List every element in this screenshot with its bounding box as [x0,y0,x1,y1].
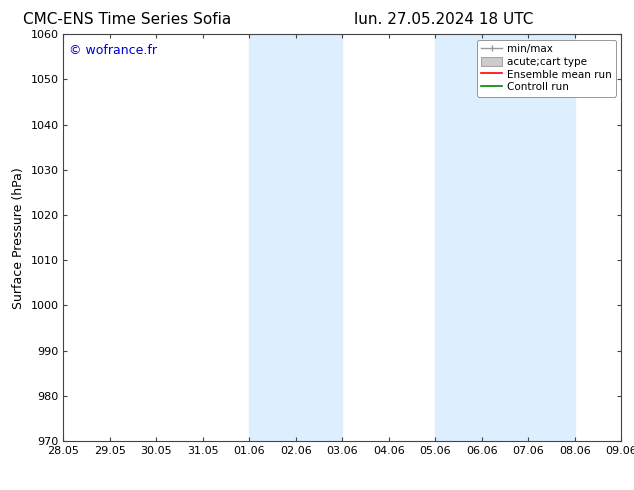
Legend: min/max, acute;cart type, Ensemble mean run, Controll run: min/max, acute;cart type, Ensemble mean … [477,40,616,97]
Y-axis label: Surface Pressure (hPa): Surface Pressure (hPa) [12,167,25,309]
Text: © wofrance.fr: © wofrance.fr [69,45,157,57]
Text: lun. 27.05.2024 18 UTC: lun. 27.05.2024 18 UTC [354,12,533,27]
Bar [436,34,575,441]
Text: CMC-ENS Time Series Sofia: CMC-ENS Time Series Sofia [23,12,231,27]
Bar [249,34,342,441]
